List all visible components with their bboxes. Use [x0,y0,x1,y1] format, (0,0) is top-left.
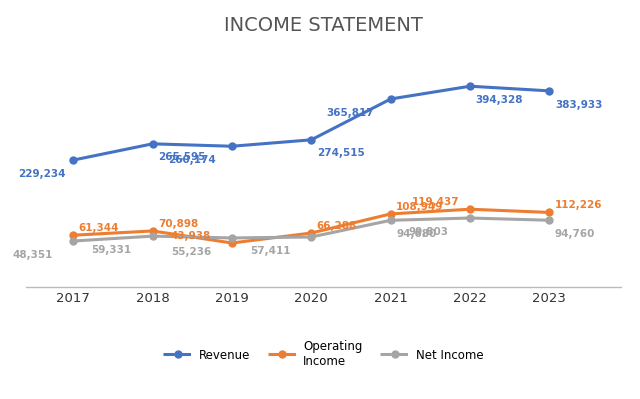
Text: 365,817: 365,817 [327,108,374,118]
Revenue [69,158,77,162]
Text: 260,174: 260,174 [168,155,216,165]
Text: 229,234: 229,234 [18,169,65,179]
Operating
Income [69,233,77,238]
Line: Revenue: Revenue [70,83,553,164]
Revenue [307,137,315,142]
Text: 43,938: 43,938 [171,231,211,241]
Text: 57,411: 57,411 [250,246,291,256]
Text: 59,331: 59,331 [92,245,132,255]
Operating
Income [307,231,315,235]
Text: 94,680: 94,680 [396,229,436,239]
Legend: Revenue, Operating
Income, Net Income: Revenue, Operating Income, Net Income [159,335,488,372]
Net Income [466,215,474,220]
Title: INCOME STATEMENT: INCOME STATEMENT [224,16,422,35]
Net Income [387,218,394,223]
Text: 94,760: 94,760 [555,229,595,239]
Revenue [466,84,474,89]
Line: Net Income: Net Income [70,215,553,245]
Text: 383,933: 383,933 [555,99,602,110]
Revenue [148,141,156,146]
Text: 108,949: 108,949 [396,202,444,212]
Revenue [545,89,553,93]
Text: 394,328: 394,328 [476,95,523,105]
Operating
Income [466,207,474,211]
Net Income [307,235,315,239]
Text: 61,344: 61,344 [79,223,119,233]
Line: Operating
Income: Operating Income [70,206,553,247]
Revenue [387,97,394,101]
Operating
Income [228,241,236,245]
Revenue [228,144,236,149]
Text: 55,236: 55,236 [171,247,211,257]
Net Income [148,234,156,239]
Text: 119,437: 119,437 [412,197,460,207]
Text: 99,803: 99,803 [409,227,449,237]
Text: 274,515: 274,515 [317,148,365,158]
Operating
Income [148,229,156,233]
Operating
Income [387,211,394,216]
Text: 70,898: 70,898 [158,219,198,229]
Net Income [69,239,77,243]
Text: 48,351: 48,351 [12,250,52,260]
Net Income [545,218,553,223]
Net Income [228,235,236,240]
Text: 112,226: 112,226 [555,200,602,210]
Text: 265,595: 265,595 [158,152,205,162]
Text: 66,288: 66,288 [317,221,357,231]
Operating
Income [545,210,553,215]
